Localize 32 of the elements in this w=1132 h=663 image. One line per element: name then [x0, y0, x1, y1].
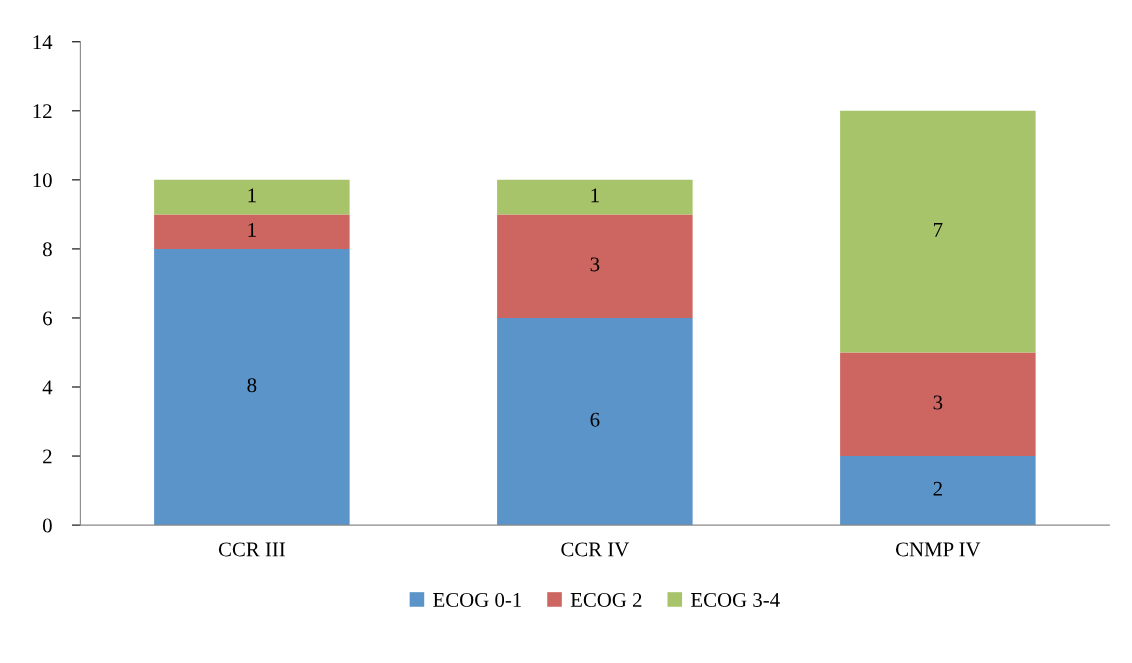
data-label: 1 [248, 188, 256, 203]
bar [154, 248, 350, 526]
legend-label: ECOG 2 [570, 592, 642, 607]
bar [154, 179, 350, 215]
legend-label: ECOG 3-4 [691, 592, 780, 607]
bar [497, 214, 693, 318]
y-tick-label: 12 [33, 104, 52, 119]
y-tick-label: 10 [33, 173, 52, 188]
bar [497, 317, 693, 526]
bar [840, 352, 1036, 457]
data-label: 2 [933, 481, 942, 496]
data-label: 6 [590, 412, 600, 427]
x-tick-label: CCR III [218, 542, 285, 557]
bar [840, 456, 1036, 526]
data-label: 1 [591, 188, 599, 203]
y-tick-label: 14 [33, 35, 53, 49]
y-tick-label: 6 [43, 311, 52, 326]
y-tick-label: 2 [43, 449, 52, 464]
data-label: 7 [934, 223, 943, 237]
legend-label: ECOG 0-1 [433, 592, 521, 607]
y-tick-label: 0 [42, 518, 52, 533]
data-label: 1 [248, 222, 256, 237]
data-label: 3 [933, 395, 943, 410]
bar [840, 110, 1036, 353]
data-label: 8 [247, 378, 257, 393]
y-tick-label: 4 [42, 380, 53, 395]
bar [154, 214, 350, 249]
bar [497, 179, 693, 215]
data-label: 3 [590, 257, 600, 272]
y-tick-label: 8 [42, 242, 52, 257]
x-tick-label: CCR IV [561, 542, 630, 557]
x-tick-label: CNMP IV [895, 542, 981, 557]
